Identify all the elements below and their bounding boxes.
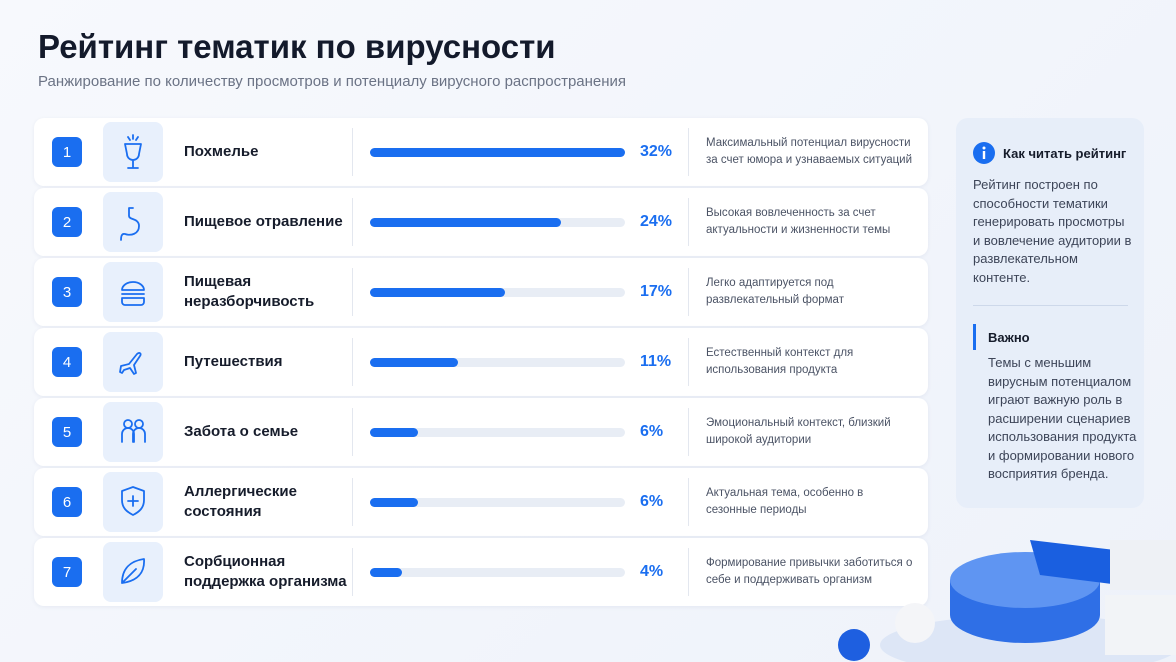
row-card: 5 Забота о семье 6% Эмоциональный контекст,… bbox=[34, 398, 928, 466]
separator bbox=[352, 198, 353, 246]
icon-glyph bbox=[121, 558, 145, 584]
icon-glyph bbox=[121, 486, 145, 516]
rank-badge: 1 bbox=[52, 137, 82, 167]
value-label: 11% bbox=[640, 353, 672, 370]
topic-icon bbox=[103, 262, 163, 322]
separator bbox=[352, 128, 353, 176]
rank-badge: 5 bbox=[52, 417, 82, 447]
row-card: 4 Путешествия 11% Естественный контекст для… bbox=[34, 328, 928, 396]
value-label: 17% bbox=[640, 283, 673, 300]
bar bbox=[370, 568, 402, 577]
separator bbox=[688, 128, 689, 176]
rank-badge: 6 bbox=[52, 487, 82, 517]
icon-glyph bbox=[119, 352, 142, 375]
separator bbox=[688, 338, 689, 386]
topic-name: Похмелье bbox=[184, 143, 259, 160]
info-panel: Как читать рейтинг Рейтинг построен по с… bbox=[956, 118, 1144, 508]
bar-track bbox=[370, 218, 625, 227]
bar-track bbox=[370, 148, 625, 157]
topic-name: Сорбционная поддержка организма bbox=[184, 553, 347, 590]
separator bbox=[352, 408, 353, 456]
topic-name: Пищевое отравление bbox=[184, 213, 343, 230]
description: Актуальная тема, особенно в сезонные пер… bbox=[706, 487, 864, 516]
note-title: Важно bbox=[988, 330, 1030, 345]
bar bbox=[370, 498, 418, 507]
bar-track bbox=[370, 568, 625, 577]
separator bbox=[352, 548, 353, 596]
bar bbox=[370, 288, 506, 297]
title: Рейтинг тематик по вирусности bbox=[38, 28, 556, 65]
bar-track bbox=[370, 498, 625, 507]
subtitle: Ранжирование по количеству просмотров и … bbox=[38, 73, 627, 90]
panel-title: Как читать рейтинг bbox=[1003, 146, 1127, 161]
separator bbox=[352, 478, 353, 526]
value-label: 4% bbox=[640, 563, 664, 580]
topic-icon bbox=[103, 472, 163, 532]
rank-badge: 4 bbox=[52, 347, 82, 377]
description: Максимальный потенциал вирусности за сче… bbox=[706, 137, 913, 166]
bar bbox=[370, 428, 418, 437]
row-card: 6 Аллергические состояния 6% Актуальная тем… bbox=[34, 468, 928, 536]
row-card: 1 Похмелье 32% Максимальный потенциал вирус… bbox=[34, 118, 928, 186]
description: Эмоциональный контекст, близкий широкой … bbox=[706, 417, 891, 446]
value-label: 32% bbox=[640, 143, 673, 160]
row-card: 3 Пищевая неразборчивость 17% Легко адаптир… bbox=[34, 258, 928, 326]
icon-glyph bbox=[120, 207, 140, 241]
topic-name: Пищевая неразборчивость bbox=[184, 273, 315, 310]
value-label: 24% bbox=[640, 213, 673, 230]
topic-icon bbox=[103, 542, 163, 602]
topic-icon bbox=[103, 332, 163, 392]
topic-icon bbox=[103, 122, 163, 182]
note-text: Темы с меньшим вирусным потенциалом игра… bbox=[988, 355, 1137, 481]
bar bbox=[370, 358, 458, 367]
description: Формирование привычки заботиться о себе … bbox=[706, 557, 913, 586]
bar bbox=[370, 148, 625, 157]
separator bbox=[688, 268, 689, 316]
icon-glyph bbox=[124, 134, 142, 169]
value-label: 6% bbox=[640, 493, 664, 510]
icon-glyph bbox=[121, 281, 145, 306]
description: Высокая вовлеченность за счет актуальнос… bbox=[706, 207, 891, 236]
topic-icon bbox=[103, 192, 163, 252]
separator bbox=[352, 338, 353, 386]
bar-track bbox=[370, 358, 625, 367]
divider bbox=[973, 305, 1128, 306]
bar-track bbox=[370, 428, 625, 437]
bar bbox=[370, 218, 562, 227]
rank-badge: 7 bbox=[52, 557, 82, 587]
row-card: 2 Пищевое отравление 24% Высокая вовлеченно… bbox=[34, 188, 928, 256]
accent-bar bbox=[973, 324, 976, 350]
panel-text: Рейтинг построен по способности тематики… bbox=[973, 177, 1132, 285]
separator bbox=[688, 408, 689, 456]
separator bbox=[352, 268, 353, 316]
separator bbox=[688, 478, 689, 526]
description: Легко адаптируется под развлекательный ф… bbox=[706, 277, 844, 306]
separator bbox=[688, 198, 689, 246]
decoration bbox=[838, 540, 1176, 662]
description: Естественный контекст для использования … bbox=[706, 347, 854, 376]
rank-badge: 3 bbox=[52, 277, 82, 307]
info-icon bbox=[973, 142, 995, 164]
value-label: 6% bbox=[640, 423, 664, 440]
rank-badge: 2 bbox=[52, 207, 82, 237]
bar-track bbox=[370, 288, 625, 297]
icon-glyph bbox=[121, 419, 146, 443]
topic-name: Аллергические состояния bbox=[184, 483, 297, 520]
row-card: 7 Сорбционная поддержка организма 4% Формир… bbox=[34, 538, 928, 606]
separator bbox=[688, 548, 689, 596]
topic-name: Путешествия bbox=[184, 353, 283, 370]
topic-icon bbox=[103, 402, 163, 462]
topic-name: Забота о семье bbox=[184, 423, 299, 440]
